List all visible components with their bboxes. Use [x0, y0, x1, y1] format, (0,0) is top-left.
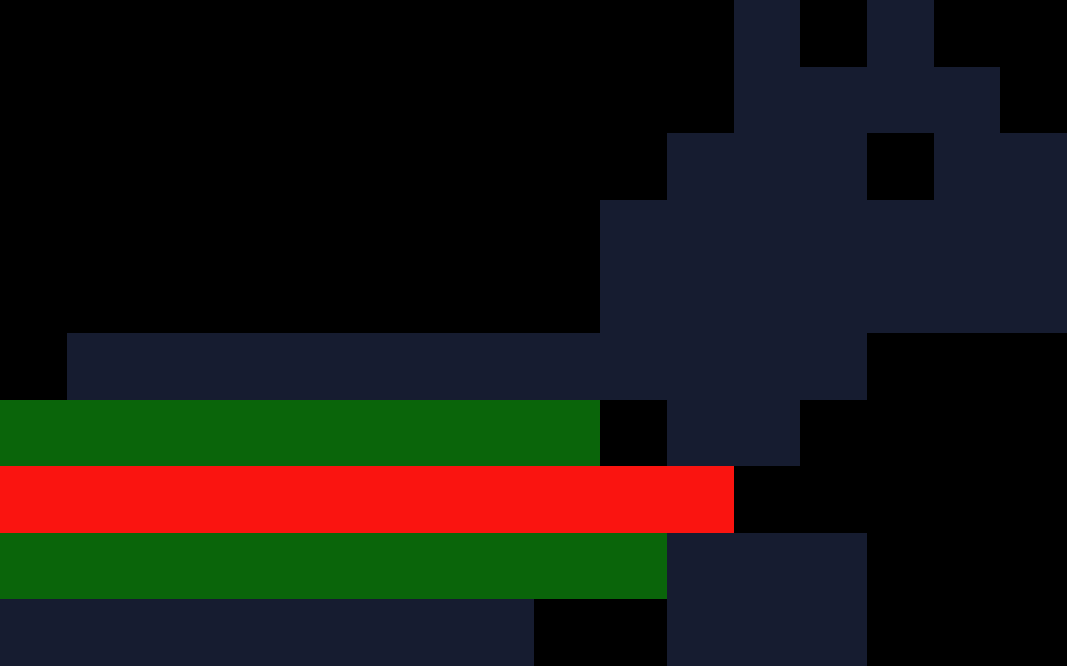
navy-sprite-block — [0, 599, 534, 666]
navy-sprite-block — [934, 133, 1067, 200]
navy-sprite-block — [600, 200, 1067, 266]
green-bar-segment — [0, 533, 667, 599]
navy-sprite-block — [667, 599, 867, 666]
green-bar-segment — [0, 400, 600, 466]
navy-sprite-block — [734, 67, 1000, 133]
navy-sprite-block — [867, 0, 934, 67]
navy-sprite-block — [734, 0, 800, 67]
navy-sprite-block — [667, 533, 867, 599]
red-bar-segment — [0, 466, 734, 533]
navy-sprite-block — [600, 266, 1067, 333]
navy-sprite-block — [667, 400, 800, 466]
navy-sprite-block — [67, 333, 867, 400]
navy-sprite-block — [667, 133, 867, 200]
